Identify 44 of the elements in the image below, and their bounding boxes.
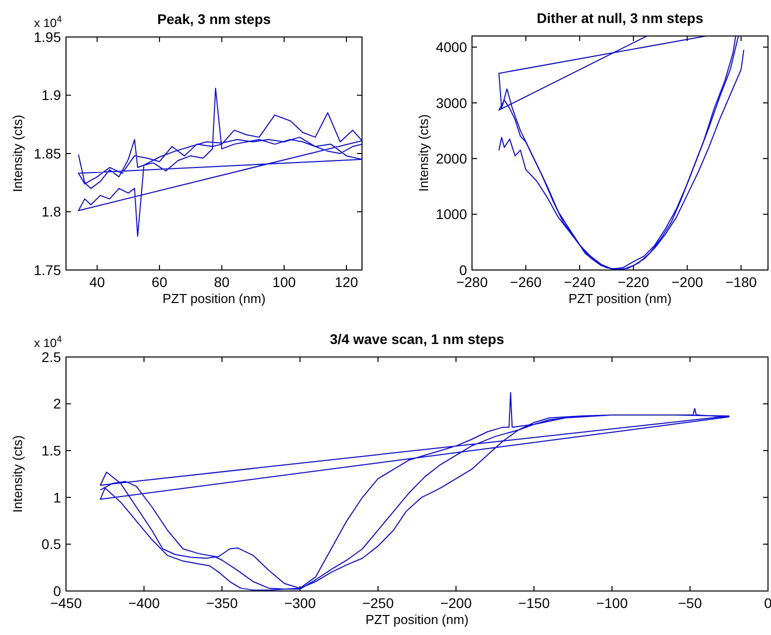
y-tick-label: 1.5 [42,442,62,458]
x-tick-label: 100 [272,274,296,290]
y-tick-label: 1.75 [34,262,62,278]
x-tick-label: −150 [518,595,550,611]
x-tick-label: −200 [440,595,472,611]
y-tick-label: 2000 [436,150,468,166]
x-tick-label: 0 [764,595,771,611]
y-tick-label: 3000 [436,94,468,111]
x-axis-title: PZT position (nm) [568,291,672,306]
text: x 10$^{4}$ [34,14,62,30]
x-tick-label: −350 [206,595,238,611]
x-tick-label: −50 [678,595,702,611]
x-tick-label: 80 [214,274,230,290]
x-tick-label: 120 [334,274,358,290]
x-tick-label: −220 [618,274,650,290]
x-tick-label: 40 [89,274,106,290]
x-axis-title: PZT position (nm) [365,612,469,627]
x-tick-label: −100 [596,595,628,611]
chart-title: 3/4 wave scan, 1 nm steps [330,331,504,347]
y-axis-title: Intensity (cts) [10,435,25,513]
y-tick-label: 0.5 [42,536,62,552]
x-tick-label: −250 [362,595,394,611]
y-tick-label: 2.5 [42,348,62,365]
y-tick-label: 1.95 [34,28,62,45]
x-tick-label: −300 [284,595,316,611]
y-tick-label: 1.8 [42,204,62,220]
y-tick-label: 1.85 [34,145,62,162]
x-axis-title: PZT position (nm) [162,291,266,306]
x-tick-label: 60 [152,274,168,290]
x-tick-label: −400 [128,595,160,611]
y-axis-title: Intensity (cts) [416,114,431,192]
y-tick-label: 1000 [436,206,468,222]
y-axis-title: Intensity (cts) [10,114,25,192]
y-tick-label: 2 [53,396,62,412]
x-tick-label: −200 [672,274,704,290]
y-tick-label: 1.9 [42,87,62,104]
x-tick-label: −240 [564,274,596,290]
x-tick-label: −180 [725,274,758,290]
y-tick-label: 1 [53,489,62,506]
x-tick-label: −260 [510,274,542,290]
text: x 10$^{4}$ [34,334,62,350]
chart-title: Peak, 3 nm steps [157,11,272,27]
y-tick-label: 4000 [436,39,468,56]
chart-title: Dither at null, 3 nm steps [536,10,704,26]
